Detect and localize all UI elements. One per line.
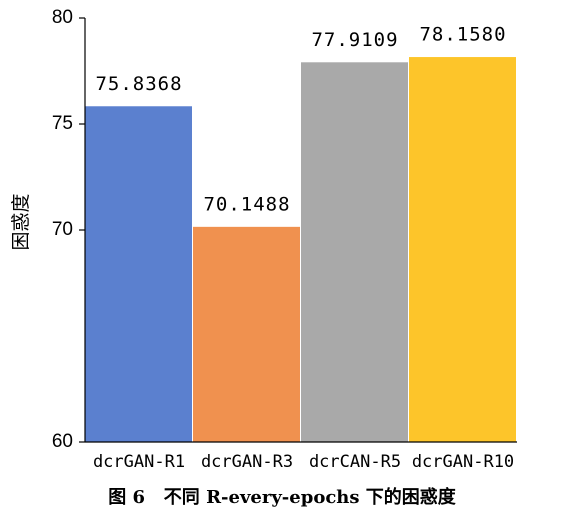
value-label: 75.8368 [95,73,182,95]
y-axis-label: 困惑度 [10,193,32,250]
y-tick-label: 75 [52,113,73,134]
value-label: 77.9109 [311,29,398,51]
y-tick-label: 70 [52,219,73,240]
x-tick-label: dcrCAN-R5 [309,452,401,472]
bar [409,57,516,442]
x-tick-label: dcrGAN-R10 [412,452,514,472]
bar [301,62,408,443]
y-tick-label: 80 [52,7,73,28]
x-tick-label: dcrGAN-R3 [201,452,293,472]
bar [193,226,300,442]
x-tick-label: dcrGAN-R1 [93,452,185,472]
value-label: 78.1580 [419,24,506,46]
bar [85,106,192,443]
caption: 图 6 不同 R-every-epochs 下的困惑度 [108,486,457,508]
y-tick-label: 60 [52,431,73,452]
value-label: 70.1488 [203,193,290,215]
